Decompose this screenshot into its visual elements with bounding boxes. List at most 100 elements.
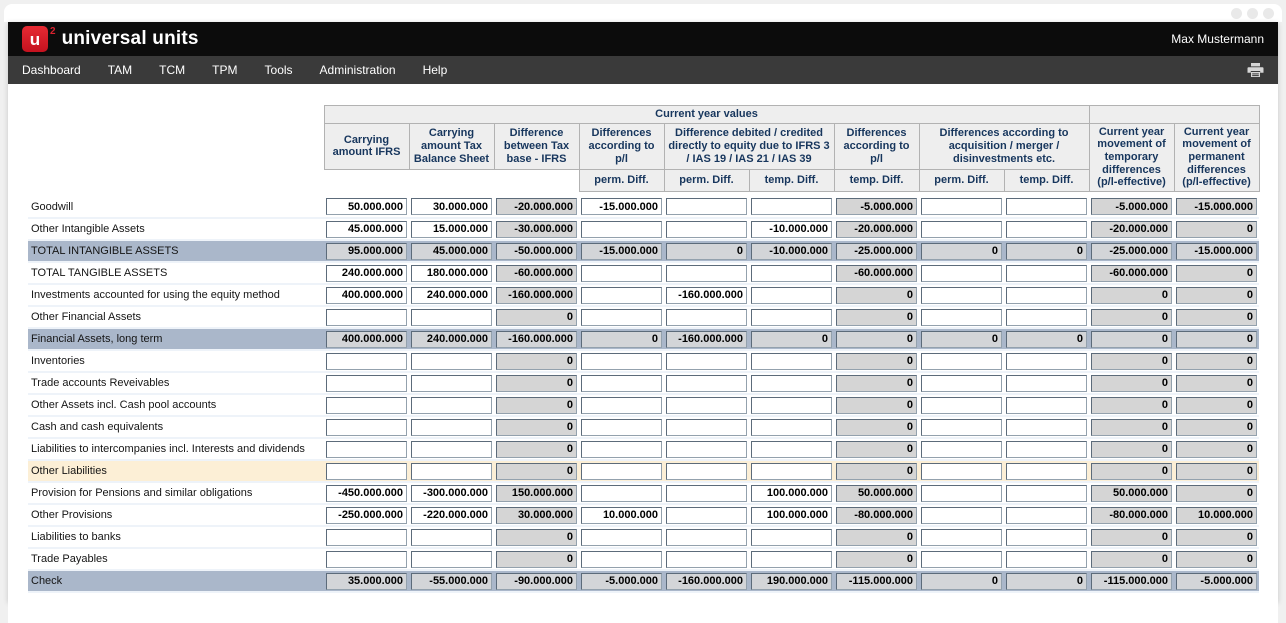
value-input[interactable]	[581, 264, 662, 282]
value-input[interactable]	[666, 264, 747, 282]
value-input[interactable]	[411, 484, 492, 502]
value-input[interactable]	[581, 220, 662, 238]
nav-item-administration[interactable]: Administration	[319, 63, 396, 77]
value-input[interactable]	[751, 528, 832, 546]
value-input[interactable]	[666, 550, 747, 568]
value-input[interactable]	[411, 198, 492, 216]
value-input[interactable]	[1006, 528, 1088, 546]
value-input[interactable]	[326, 484, 407, 502]
value-input[interactable]	[921, 352, 1002, 370]
value-input[interactable]	[666, 198, 747, 216]
value-input[interactable]	[751, 198, 832, 216]
value-input[interactable]	[751, 506, 832, 524]
value-input[interactable]	[326, 198, 407, 216]
value-input[interactable]	[326, 286, 407, 304]
value-input[interactable]	[326, 264, 407, 282]
value-input[interactable]	[921, 484, 1002, 502]
value-input[interactable]	[326, 550, 407, 568]
value-input[interactable]	[751, 484, 832, 502]
value-input[interactable]	[411, 462, 492, 480]
value-input[interactable]	[751, 418, 832, 436]
value-input[interactable]	[751, 462, 832, 480]
value-input[interactable]	[581, 352, 662, 370]
value-input[interactable]	[921, 198, 1002, 216]
value-input[interactable]	[581, 528, 662, 546]
value-input[interactable]	[581, 286, 662, 304]
value-input[interactable]	[581, 506, 662, 524]
nav-item-tam[interactable]: TAM	[107, 63, 133, 77]
value-input[interactable]	[581, 484, 662, 502]
value-input[interactable]	[751, 440, 832, 458]
value-input[interactable]	[411, 220, 492, 238]
value-input[interactable]	[411, 264, 492, 282]
value-input[interactable]	[666, 440, 747, 458]
value-input[interactable]	[751, 220, 832, 238]
value-input[interactable]	[921, 374, 1002, 392]
value-input[interactable]	[1006, 484, 1088, 502]
nav-item-tools[interactable]: Tools	[264, 63, 293, 77]
value-input[interactable]	[1006, 374, 1088, 392]
value-input[interactable]	[1006, 418, 1088, 436]
value-input[interactable]	[326, 462, 407, 480]
value-input[interactable]	[326, 396, 407, 414]
value-input[interactable]	[326, 308, 407, 326]
value-input[interactable]	[751, 264, 832, 282]
value-input[interactable]	[921, 506, 1002, 524]
value-input[interactable]	[411, 440, 492, 458]
value-input[interactable]	[921, 286, 1002, 304]
value-input[interactable]	[751, 286, 832, 304]
nav-item-tpm[interactable]: TPM	[212, 63, 238, 77]
value-input[interactable]	[921, 220, 1002, 238]
value-input[interactable]	[1006, 550, 1088, 568]
value-input[interactable]	[1006, 396, 1088, 414]
value-input[interactable]	[581, 418, 662, 436]
value-input[interactable]	[751, 352, 832, 370]
value-input[interactable]	[921, 528, 1002, 546]
value-input[interactable]	[751, 308, 832, 326]
value-input[interactable]	[1006, 198, 1088, 216]
value-input[interactable]	[1006, 286, 1088, 304]
value-input[interactable]	[1006, 264, 1088, 282]
value-input[interactable]	[666, 352, 747, 370]
value-input[interactable]	[1006, 352, 1088, 370]
value-input[interactable]	[326, 374, 407, 392]
value-input[interactable]	[666, 418, 747, 436]
value-input[interactable]	[411, 352, 492, 370]
value-input[interactable]	[326, 352, 407, 370]
value-input[interactable]	[411, 308, 492, 326]
value-input[interactable]	[1006, 440, 1088, 458]
value-input[interactable]	[411, 374, 492, 392]
value-input[interactable]	[666, 528, 747, 546]
value-input[interactable]	[411, 528, 492, 546]
value-input[interactable]	[326, 528, 407, 546]
value-input[interactable]	[666, 462, 747, 480]
value-input[interactable]	[666, 308, 747, 326]
value-input[interactable]	[326, 220, 407, 238]
value-input[interactable]	[411, 418, 492, 436]
value-input[interactable]	[921, 462, 1002, 480]
value-input[interactable]	[1006, 462, 1088, 480]
value-input[interactable]	[411, 396, 492, 414]
value-input[interactable]	[921, 550, 1002, 568]
value-input[interactable]	[666, 484, 747, 502]
value-input[interactable]	[921, 418, 1002, 436]
value-input[interactable]	[921, 396, 1002, 414]
nav-item-dashboard[interactable]: Dashboard	[22, 63, 81, 77]
value-input[interactable]	[411, 286, 492, 304]
value-input[interactable]	[751, 396, 832, 414]
value-input[interactable]	[581, 308, 662, 326]
value-input[interactable]	[666, 374, 747, 392]
value-input[interactable]	[326, 506, 407, 524]
value-input[interactable]	[326, 418, 407, 436]
value-input[interactable]	[411, 506, 492, 524]
value-input[interactable]	[666, 220, 747, 238]
value-input[interactable]	[666, 286, 747, 304]
value-input[interactable]	[751, 550, 832, 568]
value-input[interactable]	[411, 550, 492, 568]
nav-item-help[interactable]: Help	[422, 63, 448, 77]
value-input[interactable]	[751, 374, 832, 392]
value-input[interactable]	[921, 264, 1002, 282]
print-button[interactable]	[1247, 62, 1264, 78]
nav-item-tcm[interactable]: TCM	[159, 63, 186, 77]
value-input[interactable]	[666, 506, 747, 524]
